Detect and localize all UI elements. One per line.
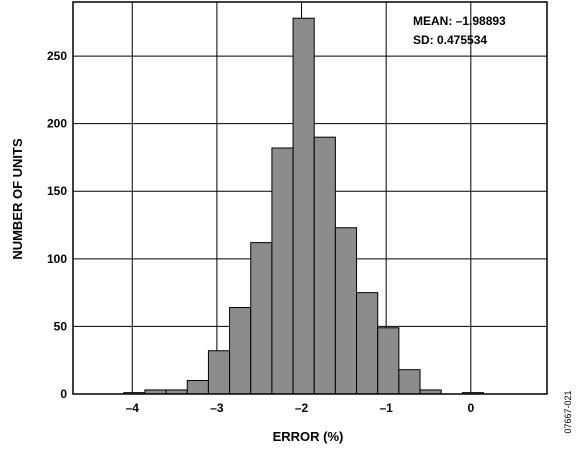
y-tick-label: 50 [54,319,68,333]
histogram-bar [187,380,208,394]
y-tick-label: 0 [60,387,67,401]
histogram-bar [230,307,251,394]
figure-id-label: 07667-021 [563,390,573,433]
mean-annotation: MEAN: –1.98893 [413,14,506,28]
histogram-bar [208,351,229,394]
y-tick-label: 150 [47,184,67,198]
y-tick-label: 250 [47,49,67,63]
histogram-bar [335,228,356,394]
histogram-bars [124,18,484,394]
stats-annotation: MEAN: –1.98893 SD: 0.475534 [413,14,506,47]
histogram-bar [399,370,420,394]
x-tick-label: 0 [467,401,474,415]
x-tick-label: –1 [379,401,393,415]
sd-annotation: SD: 0.475534 [413,33,487,47]
histogram-bar [293,18,314,394]
histogram-bar [272,148,293,394]
histogram-bar [378,328,399,394]
y-tick-label: 200 [47,117,67,131]
x-tick-label: –4 [126,401,140,415]
y-tick-label: 100 [47,252,67,266]
histogram-bar [314,137,335,394]
x-tick-label: –2 [295,401,309,415]
x-tick-label: –3 [210,401,224,415]
histogram-bar [357,293,378,394]
y-axis-label: NUMBER OF UNITS [10,138,25,260]
x-axis-label: ERROR (%) [273,429,344,444]
histogram-bar [251,243,272,394]
